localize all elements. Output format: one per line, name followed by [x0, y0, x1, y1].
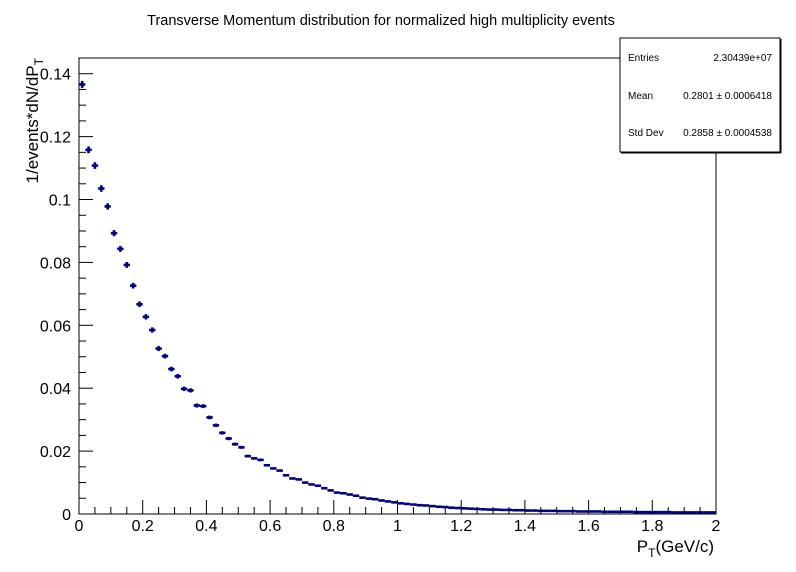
x-axis-title-sub: T — [648, 546, 656, 560]
x-tick-label: 0.2 — [132, 518, 154, 535]
stats-stddev-label: Std Dev — [628, 128, 664, 139]
data-point — [98, 185, 105, 192]
x-tick-label: 1 — [393, 518, 402, 535]
data-point — [219, 431, 226, 435]
x-tick-label: 0.4 — [195, 518, 217, 535]
x-axis-title-main: P — [637, 537, 648, 556]
y-tick-label: 0.04 — [40, 381, 71, 398]
stats-mean-label: Mean — [628, 91, 653, 102]
data-point — [225, 436, 232, 441]
data-point — [244, 454, 251, 458]
y-tick-label: 0 — [62, 507, 71, 524]
x-tick-label: 1.4 — [514, 518, 536, 535]
data-point — [136, 301, 143, 308]
stats-entries-label: Entries — [628, 53, 659, 64]
y-tick-label: 0.1 — [49, 193, 71, 210]
x-tick-label: 1.2 — [450, 518, 472, 535]
y-tick-label: 0.06 — [40, 318, 71, 335]
x-tick-label: 1.6 — [577, 518, 599, 535]
stats-stddev-value: 0.2858 ± 0.0004538 — [683, 128, 772, 139]
data-point — [257, 458, 264, 462]
data-point — [149, 327, 156, 333]
x-tick-label: 1.8 — [641, 518, 663, 535]
data-point — [85, 146, 92, 154]
stats-mean-value: 0.2801 ± 0.0006418 — [683, 91, 772, 102]
data-point — [79, 80, 86, 88]
data-point — [91, 162, 99, 169]
stats-box: Entries 2.30439e+07 Mean 0.2801 ± 0.0006… — [619, 37, 782, 154]
data-point — [200, 404, 207, 409]
x-tick-label: 0 — [75, 518, 84, 535]
x-tick-label: 0.6 — [259, 518, 281, 535]
data-point — [117, 245, 124, 252]
y-tick-label: 0.02 — [40, 444, 71, 461]
data-point — [142, 314, 150, 320]
x-tick-label: 0.8 — [323, 518, 345, 535]
data-point — [212, 423, 220, 428]
data-point — [263, 463, 271, 467]
data-point — [238, 445, 245, 449]
data-point — [250, 456, 258, 460]
stats-entries-value: 2.30439e+07 — [713, 53, 772, 64]
data-point — [110, 230, 118, 237]
chart-title: Transverse Momentum distribution for nor… — [147, 13, 615, 29]
x-axis: 0 0.2 0.4 0.6 0.8 1 1.2 1.4 1.6 1.8 2 — [75, 500, 721, 535]
x-axis-title: PT(GeV/c) — [637, 537, 714, 560]
y-axis-title-sub: T — [32, 57, 46, 65]
data-markers — [79, 80, 716, 514]
data-point — [231, 442, 239, 446]
stats-box-frame — [619, 37, 781, 153]
y-tick-label: 0.08 — [40, 255, 71, 272]
data-point — [206, 415, 213, 420]
data-point — [155, 346, 162, 352]
x-axis-title-rest: (GeV/c) — [655, 537, 714, 556]
y-tick-label: 0.14 — [40, 67, 71, 84]
data-point — [193, 403, 201, 408]
data-point — [180, 386, 188, 392]
data-point — [129, 282, 137, 289]
data-point — [174, 373, 181, 379]
data-point — [161, 353, 169, 359]
data-point — [104, 203, 111, 210]
data-point — [187, 388, 194, 393]
data-point — [123, 261, 130, 268]
y-tick-label: 0.12 — [40, 130, 71, 147]
x-tick-label: 2 — [712, 518, 721, 535]
y-axis-title-main: 1/events*dN/dP — [23, 65, 42, 183]
y-axis-title: 1/events*dN/dPT — [23, 57, 46, 183]
data-point — [168, 366, 175, 372]
y-axis: 0 0.02 0.04 0.06 0.08 0.1 0.12 0.14 — [40, 57, 93, 524]
